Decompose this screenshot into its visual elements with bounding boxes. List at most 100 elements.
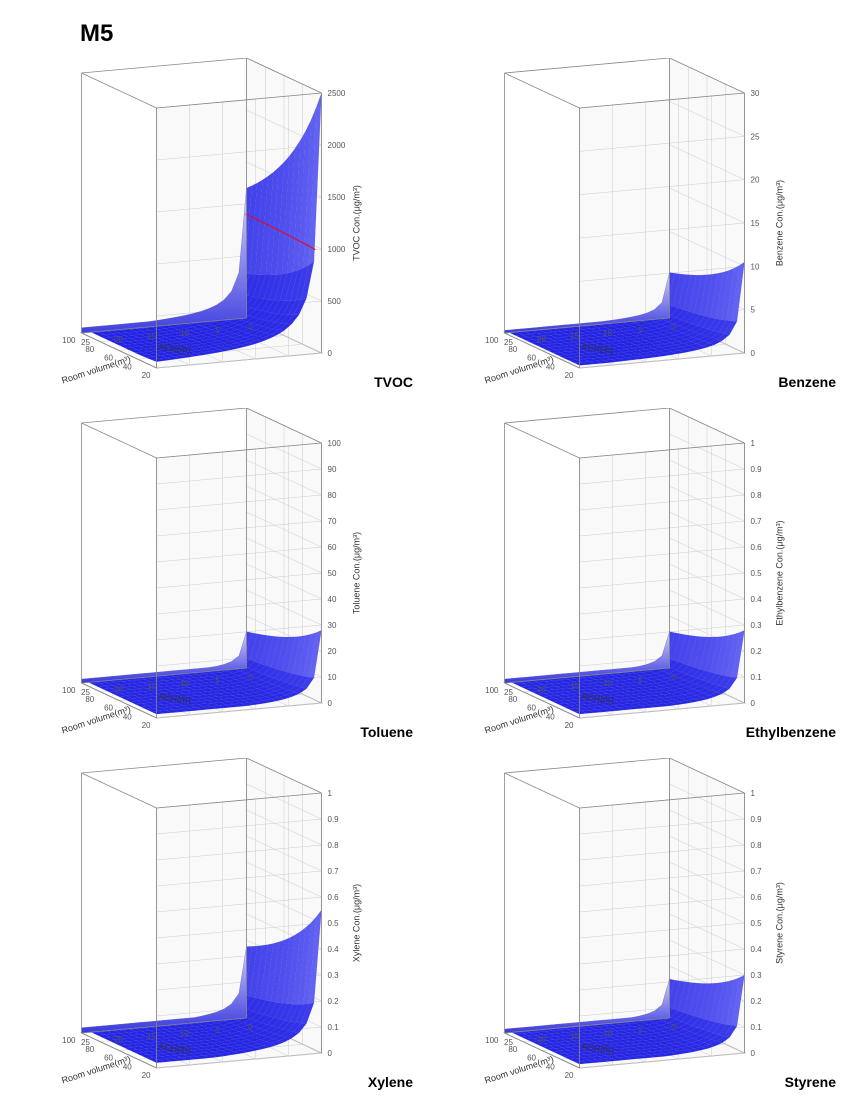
svg-text:90: 90 bbox=[328, 465, 337, 474]
svg-text:0: 0 bbox=[671, 1023, 676, 1032]
svg-text:20: 20 bbox=[114, 685, 123, 694]
svg-text:60: 60 bbox=[328, 543, 337, 552]
panel-label: Styrene bbox=[785, 1074, 836, 1090]
svg-text:10: 10 bbox=[751, 262, 760, 271]
svg-text:100: 100 bbox=[62, 686, 76, 695]
svg-text:Xylene Con.(μg/m³): Xylene Con.(μg/m³) bbox=[352, 884, 362, 962]
panel-xylene: 00.10.20.30.40.50.60.70.80.91Xylene Con.… bbox=[20, 758, 423, 1098]
svg-text:0.7: 0.7 bbox=[328, 867, 340, 876]
svg-text:0: 0 bbox=[751, 349, 756, 358]
svg-text:Room volume(m³): Room volume(m³) bbox=[483, 354, 555, 386]
svg-text:0.9: 0.9 bbox=[328, 815, 340, 824]
svg-text:TVOC Con.(μg/m³): TVOC Con.(μg/m³) bbox=[352, 185, 362, 261]
svg-text:100: 100 bbox=[485, 1036, 499, 1045]
svg-text:Room volume(m³): Room volume(m³) bbox=[60, 354, 132, 386]
svg-text:80: 80 bbox=[508, 345, 517, 354]
panel-tvoc: 05001000150020002500TVOC Con.(μg/m³)0510… bbox=[20, 58, 423, 398]
svg-text:Toluene Con.(μg/m³): Toluene Con.(μg/m³) bbox=[352, 532, 362, 614]
svg-text:30: 30 bbox=[751, 89, 760, 98]
figure-title: M5 bbox=[80, 20, 846, 48]
svg-text:100: 100 bbox=[62, 336, 76, 345]
svg-text:0.6: 0.6 bbox=[751, 893, 763, 902]
svg-text:10: 10 bbox=[603, 329, 612, 338]
svg-text:80: 80 bbox=[85, 345, 94, 354]
svg-text:20: 20 bbox=[142, 721, 151, 730]
svg-text:0: 0 bbox=[248, 323, 253, 332]
svg-text:80: 80 bbox=[328, 491, 337, 500]
svg-text:15: 15 bbox=[147, 1032, 156, 1041]
svg-text:0: 0 bbox=[328, 1049, 333, 1058]
svg-text:0.5: 0.5 bbox=[751, 919, 763, 928]
panel-label: Toluene bbox=[360, 724, 413, 740]
panel-label: Xylene bbox=[368, 1074, 413, 1090]
svg-text:0: 0 bbox=[328, 349, 333, 358]
svg-text:1: 1 bbox=[328, 789, 333, 798]
svg-text:1: 1 bbox=[751, 789, 756, 798]
svg-text:0.4: 0.4 bbox=[751, 945, 763, 954]
svg-text:20: 20 bbox=[565, 371, 574, 380]
panel-ethylbenzene: 00.10.20.30.40.50.60.70.80.91Ethylbenzen… bbox=[443, 408, 846, 748]
svg-text:2500: 2500 bbox=[328, 89, 346, 98]
svg-text:80: 80 bbox=[85, 695, 94, 704]
svg-text:0.4: 0.4 bbox=[328, 945, 340, 954]
svg-text:0.1: 0.1 bbox=[751, 673, 763, 682]
svg-text:2000: 2000 bbox=[328, 141, 346, 150]
svg-text:Room volume(m³): Room volume(m³) bbox=[483, 704, 555, 736]
svg-text:Room volume(m³): Room volume(m³) bbox=[483, 1054, 555, 1086]
svg-text:0: 0 bbox=[248, 673, 253, 682]
svg-text:15: 15 bbox=[147, 682, 156, 691]
svg-text:Benzene Con.(μg/m³): Benzene Con.(μg/m³) bbox=[775, 180, 785, 266]
panel-toluene: 0102030405060708090100Toluene Con.(μg/m³… bbox=[20, 408, 423, 748]
svg-text:Styrene Con.(μg/m³): Styrene Con.(μg/m³) bbox=[775, 882, 785, 964]
panel-styrene: 00.10.20.30.40.50.60.70.80.91Styrene Con… bbox=[443, 758, 846, 1098]
svg-text:100: 100 bbox=[62, 1036, 76, 1045]
svg-text:100: 100 bbox=[485, 336, 499, 345]
svg-text:1: 1 bbox=[751, 439, 756, 448]
svg-text:0: 0 bbox=[248, 1023, 253, 1032]
panel-grid: 05001000150020002500TVOC Con.(μg/m³)0510… bbox=[20, 58, 846, 1098]
svg-text:15: 15 bbox=[147, 332, 156, 341]
svg-text:0: 0 bbox=[671, 323, 676, 332]
svg-text:0.8: 0.8 bbox=[328, 841, 340, 850]
svg-text:0.9: 0.9 bbox=[751, 465, 763, 474]
svg-text:40: 40 bbox=[328, 595, 337, 604]
svg-text:0: 0 bbox=[751, 699, 756, 708]
svg-text:20: 20 bbox=[537, 1035, 546, 1044]
svg-text:5: 5 bbox=[215, 676, 220, 685]
svg-text:0.6: 0.6 bbox=[328, 893, 340, 902]
svg-text:500: 500 bbox=[328, 297, 342, 306]
svg-text:0.7: 0.7 bbox=[751, 867, 763, 876]
svg-text:20: 20 bbox=[565, 1071, 574, 1080]
svg-text:0: 0 bbox=[328, 699, 333, 708]
svg-text:20: 20 bbox=[142, 371, 151, 380]
svg-text:0.3: 0.3 bbox=[751, 971, 763, 980]
svg-text:0.4: 0.4 bbox=[751, 595, 763, 604]
panel-benzene: 051015202530Benzene Con.(μg/m³)051015202… bbox=[443, 58, 846, 398]
svg-text:15: 15 bbox=[570, 682, 579, 691]
svg-text:20: 20 bbox=[114, 1035, 123, 1044]
svg-text:5: 5 bbox=[638, 326, 643, 335]
svg-text:Room volume(m³): Room volume(m³) bbox=[60, 704, 132, 736]
svg-text:20: 20 bbox=[751, 176, 760, 185]
svg-text:5: 5 bbox=[638, 676, 643, 685]
svg-text:0.3: 0.3 bbox=[751, 621, 763, 630]
svg-text:10: 10 bbox=[180, 1029, 189, 1038]
svg-text:0.9: 0.9 bbox=[751, 815, 763, 824]
svg-text:0.5: 0.5 bbox=[751, 569, 763, 578]
svg-text:80: 80 bbox=[508, 1045, 517, 1054]
svg-text:0.5: 0.5 bbox=[328, 919, 340, 928]
svg-text:0: 0 bbox=[671, 673, 676, 682]
svg-text:0: 0 bbox=[751, 1049, 756, 1058]
svg-text:0.8: 0.8 bbox=[751, 841, 763, 850]
svg-text:10: 10 bbox=[180, 329, 189, 338]
svg-text:0.1: 0.1 bbox=[328, 1023, 340, 1032]
svg-text:0.2: 0.2 bbox=[751, 647, 763, 656]
svg-text:0.8: 0.8 bbox=[751, 491, 763, 500]
svg-text:20: 20 bbox=[142, 1071, 151, 1080]
svg-text:80: 80 bbox=[85, 1045, 94, 1054]
svg-text:10: 10 bbox=[603, 1029, 612, 1038]
svg-text:15: 15 bbox=[570, 1032, 579, 1041]
svg-text:70: 70 bbox=[328, 517, 337, 526]
svg-text:100: 100 bbox=[485, 686, 499, 695]
svg-text:20: 20 bbox=[537, 685, 546, 694]
